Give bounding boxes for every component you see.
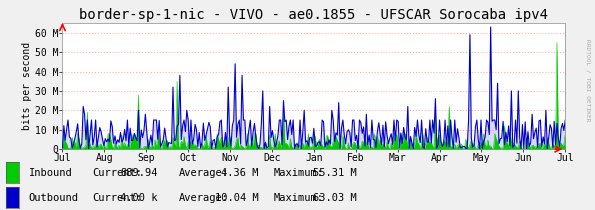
Text: 4.36 M: 4.36 M — [221, 168, 259, 178]
Text: Maximum:: Maximum: — [274, 193, 324, 203]
Text: Outbound: Outbound — [29, 193, 79, 203]
Text: Current:: Current: — [92, 168, 142, 178]
Text: RRDTOOL / TOBI OETIKER: RRDTOOL / TOBI OETIKER — [585, 39, 590, 121]
Title: border-sp-1-nic - VIVO - ae0.1855 - UFSCAR Sorocaba ipv4: border-sp-1-nic - VIVO - ae0.1855 - UFSC… — [79, 8, 549, 22]
Text: 10.04 M: 10.04 M — [215, 193, 259, 203]
Text: Average:: Average: — [178, 168, 228, 178]
Text: 4.00 k: 4.00 k — [120, 193, 158, 203]
Text: Maximum:: Maximum: — [274, 168, 324, 178]
Text: Inbound: Inbound — [29, 168, 73, 178]
Y-axis label: bits per second: bits per second — [22, 42, 32, 130]
Text: 889.94: 889.94 — [120, 168, 158, 178]
Text: 63.03 M: 63.03 M — [313, 193, 357, 203]
Text: Current:: Current: — [92, 193, 142, 203]
Text: Average:: Average: — [178, 193, 228, 203]
Text: 55.31 M: 55.31 M — [313, 168, 357, 178]
